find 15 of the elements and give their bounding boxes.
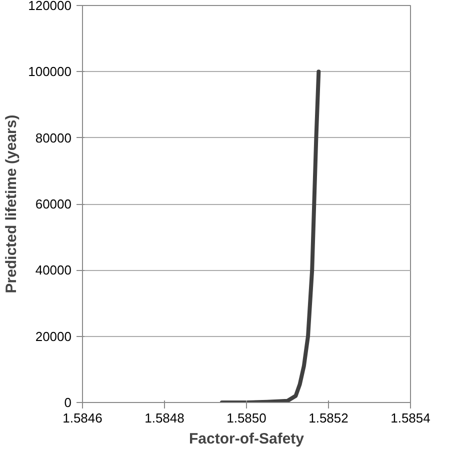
line-series — [220, 70, 321, 402]
y-tick-label: 40000 — [35, 262, 72, 278]
y-tick-label: 0 — [64, 395, 72, 410]
x-tick-label: 1.5850 — [226, 410, 266, 426]
y-tick-label: 100000 — [28, 64, 72, 80]
x-tick-label: 1.5848 — [144, 410, 184, 426]
y-tick-label: 120000 — [28, 0, 72, 13]
x-tick-label: 1.5854 — [390, 410, 430, 426]
x-tick-label: 1.5852 — [308, 410, 348, 426]
y-tick-label: 20000 — [35, 328, 72, 344]
y-tick-label: 80000 — [35, 130, 72, 146]
y-tick-label: 60000 — [35, 196, 72, 212]
x-axis-title: Factor-of-Safety — [188, 430, 305, 448]
y-axis-title: Predicted lifetime (years) — [3, 114, 20, 294]
x-tick-label: 1.5846 — [62, 410, 102, 426]
